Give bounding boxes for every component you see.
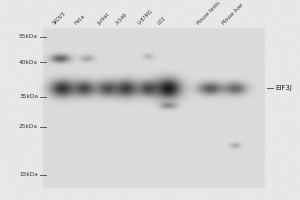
Text: 25kDa: 25kDa [19,124,38,130]
Text: Mouse liver: Mouse liver [221,3,245,26]
Text: Jurkat: Jurkat [97,12,110,26]
Text: 40kDa: 40kDa [19,60,38,64]
Text: LO2: LO2 [157,16,167,26]
Text: EIF3J: EIF3J [275,85,292,91]
Text: A-549: A-549 [116,12,129,26]
Text: SKOV3: SKOV3 [52,11,67,26]
Text: 55kDa: 55kDa [19,34,38,40]
Text: Mouse testis: Mouse testis [196,1,222,26]
Text: 15kDa: 15kDa [19,172,38,178]
Text: 35kDa: 35kDa [19,95,38,99]
Text: HeLa: HeLa [74,14,86,26]
Text: U-87MG: U-87MG [136,9,154,26]
